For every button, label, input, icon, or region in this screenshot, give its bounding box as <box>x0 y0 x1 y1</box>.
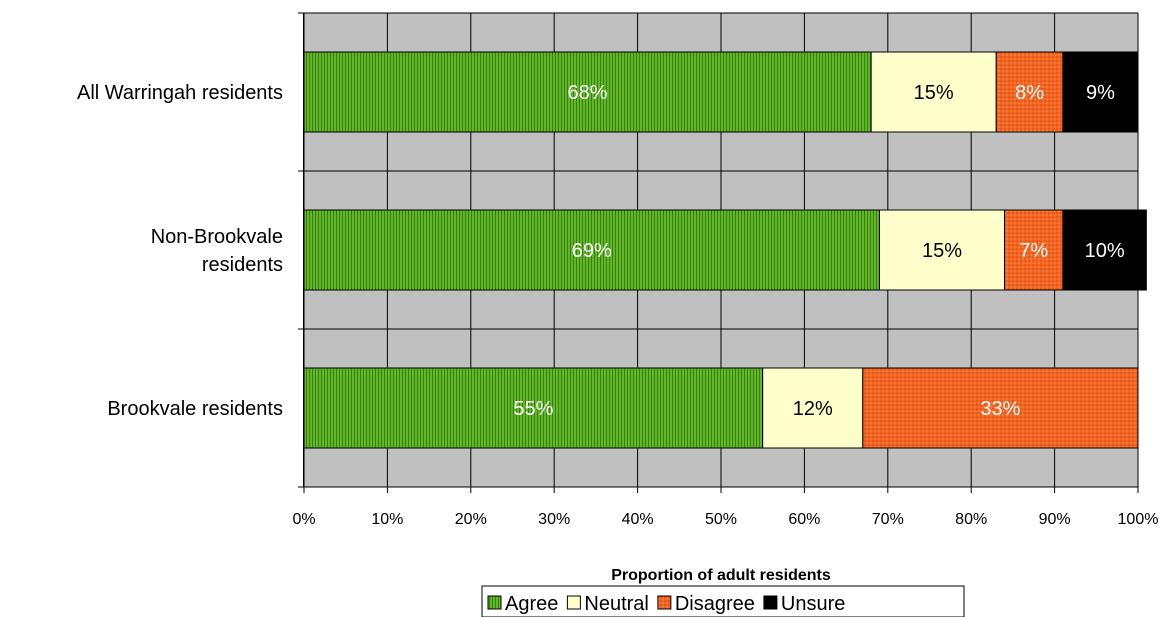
x-tick-label: 20% <box>455 511 487 528</box>
x-tick-label: 40% <box>622 511 654 528</box>
data-label-neutral: 15% <box>914 82 954 104</box>
x-tick-label: 100% <box>1118 511 1159 528</box>
data-label-neutral: 15% <box>922 240 962 262</box>
category-label: All Warringah residents <box>77 82 283 104</box>
category-label: Brookvale residents <box>107 398 283 420</box>
data-label-agree: 55% <box>513 398 553 420</box>
data-label-unsure: 10% <box>1085 240 1125 262</box>
bar-neutral <box>878 209 1006 291</box>
bars <box>303 51 1147 449</box>
x-tick-label: 10% <box>371 511 403 528</box>
bar-agree <box>303 367 764 449</box>
data-label-disagree: 33% <box>980 398 1020 420</box>
category-label: Non-Brookvale residents <box>151 226 283 276</box>
bar-disagree <box>1004 209 1064 291</box>
legend-label-unsure: Unsure <box>781 593 845 615</box>
x-tick-label: 90% <box>1039 511 1071 528</box>
axes <box>298 12 1139 493</box>
x-tick-label: 60% <box>788 511 820 528</box>
data-label-disagree: 8% <box>1015 82 1044 104</box>
bar-labels: 68% 15% 8% 9% 69% 15% 7% 10% 55% 12% 33% <box>513 82 1125 420</box>
bar-unsure <box>1062 209 1147 291</box>
x-tick-label: 50% <box>705 511 737 528</box>
bar-disagree <box>995 51 1064 133</box>
bar-disagree <box>862 367 1139 449</box>
legend-swatch-unsure <box>763 595 778 610</box>
data-label-neutral: 12% <box>793 398 833 420</box>
x-tick-label: 0% <box>292 511 315 528</box>
bar-unsure <box>1062 51 1139 133</box>
x-tick-labels: 0% 10% 20% 30% 40% 50% 60% 70% 80% 90% 100% <box>292 511 1158 528</box>
legend-swatch-agree <box>487 595 502 610</box>
legend: Agree Neutral Disagree Unsure <box>481 585 965 617</box>
legend-swatch-neutral <box>566 595 581 610</box>
legend-label-neutral: Neutral <box>584 593 648 615</box>
data-label-agree: 69% <box>572 240 612 262</box>
x-axis-title: Proportion of adult residents <box>611 567 831 584</box>
bar-agree <box>303 51 872 133</box>
x-tick-label: 80% <box>955 511 987 528</box>
legend-label-agree: Agree <box>505 593 558 615</box>
data-label-disagree: 7% <box>1019 240 1048 262</box>
legend-box <box>481 585 965 617</box>
category-labels: All Warringah residents Non-Brookvale resi… <box>77 82 283 420</box>
bar-neutral <box>762 367 864 449</box>
x-tick-label: 70% <box>872 511 904 528</box>
bar-neutral <box>870 51 997 133</box>
legend-label-disagree: Disagree <box>675 593 755 615</box>
legend-swatch-disagree <box>657 595 672 610</box>
data-label-agree: 68% <box>568 82 608 104</box>
x-tick-label: 30% <box>538 511 570 528</box>
data-label-unsure: 9% <box>1086 82 1115 104</box>
